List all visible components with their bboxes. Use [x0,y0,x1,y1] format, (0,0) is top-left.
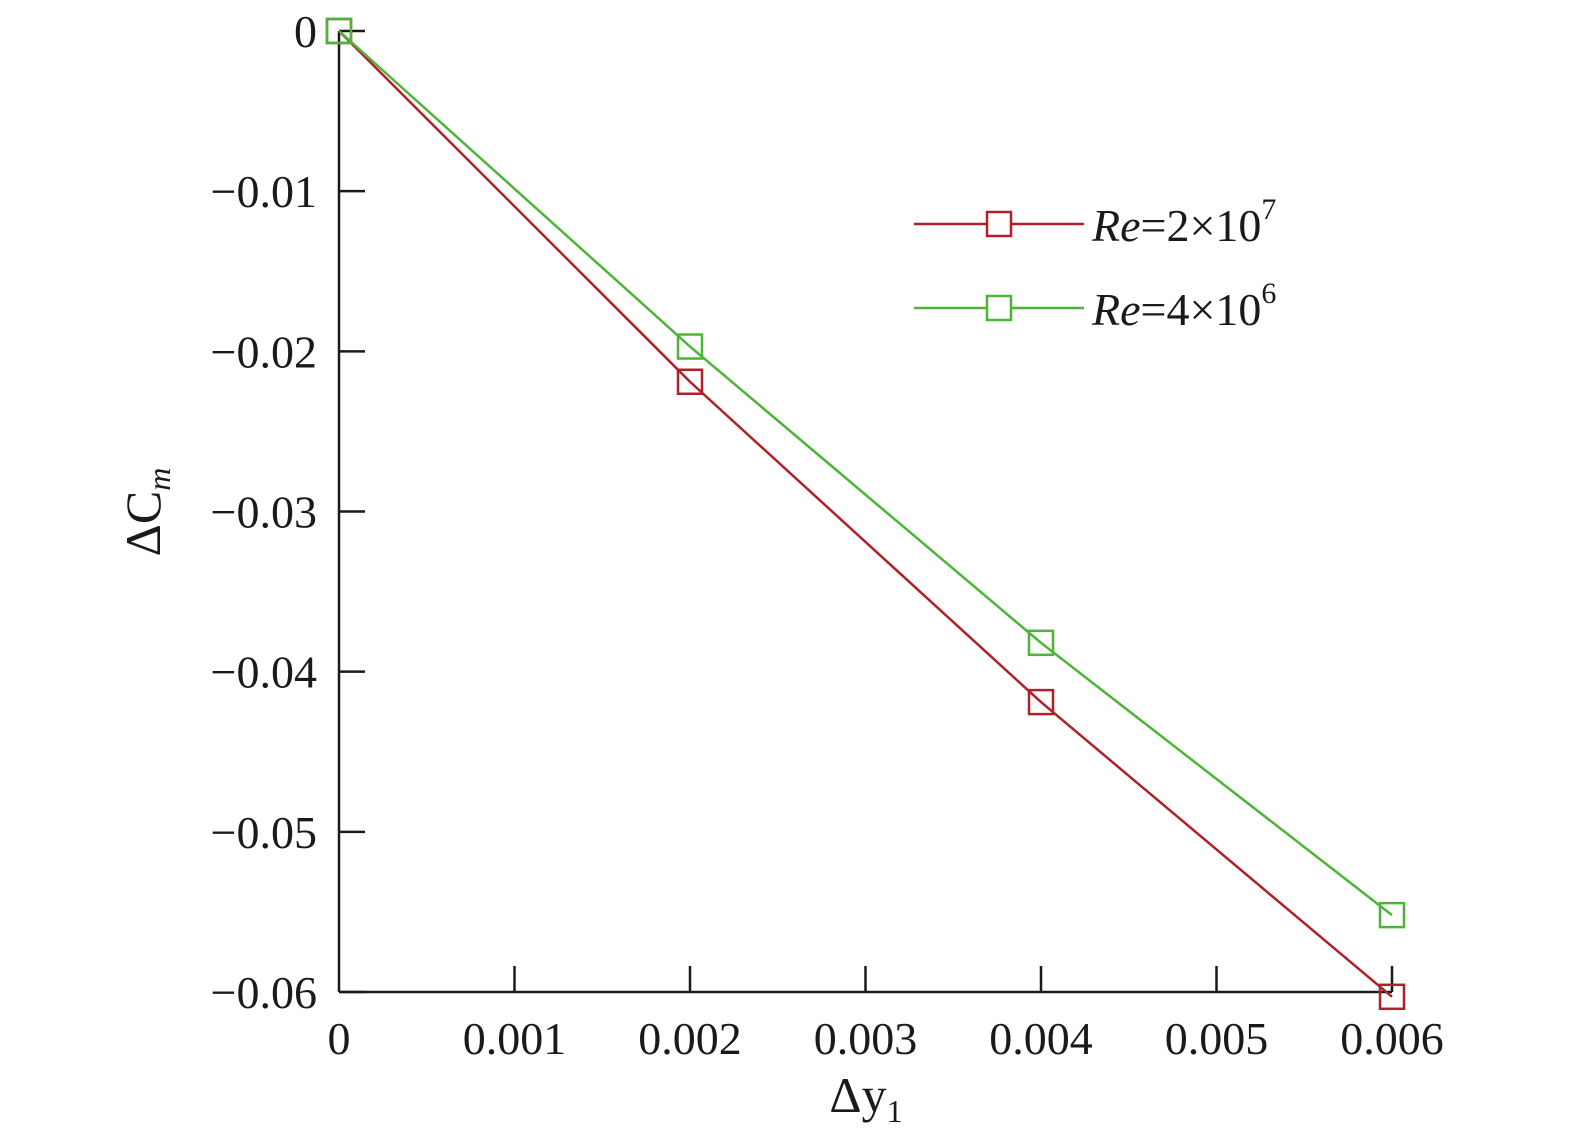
x-tick-label-6: 0.006 [1340,1013,1444,1064]
legend: Re=2×107 Re=4×106 [914,193,1276,335]
series-0-point-1 [676,368,704,396]
series-0-point-3 [1378,983,1406,1011]
y-tick-label-1: −0.01 [211,166,317,217]
x-tick-label-0: 0 [328,1013,351,1064]
x-tick-label-3: 0.003 [814,1013,918,1064]
x-axis-label: Δy1 [829,1067,902,1129]
legend-marker-1 [985,294,1013,322]
axes [337,31,1392,994]
series-0-point-2 [1027,688,1055,716]
x-tick-label-1: 0.001 [463,1013,567,1064]
series-layer [325,17,1406,1011]
x-tick-label-4: 0.004 [989,1013,1093,1064]
y-tick-label-0: 0 [294,6,317,57]
y-axis-label: ΔCm [115,468,177,557]
series-1-point-2 [1027,629,1055,657]
series-line-1 [338,30,1393,917]
series-1-point-1 [676,333,704,360]
legend-label-1: Re=4×106 [1091,277,1276,335]
y-tick-label-6: −0.06 [211,967,317,1018]
series-1-point-0 [325,17,353,45]
legend-label-0: Re=2×107 [1091,193,1276,251]
x-ticks: 0 0.001 0.002 0.003 0.004 0.005 0.006 [328,966,1444,1064]
legend-marker-0 [985,210,1013,238]
y-tick-label-5: −0.05 [211,807,317,858]
x-tick-label-5: 0.005 [1165,1013,1269,1064]
series-1-point-3 [1378,901,1406,929]
series-line-0 [338,30,1393,998]
y-tick-label-4: −0.04 [211,647,317,698]
y-tick-label-3: −0.03 [211,487,317,538]
y-ticks: 0 −0.01 −0.02 −0.03 −0.04 −0.05 −0.06 [211,6,365,1018]
x-tick-label-2: 0.002 [638,1013,742,1064]
y-tick-label-2: −0.02 [211,326,317,377]
